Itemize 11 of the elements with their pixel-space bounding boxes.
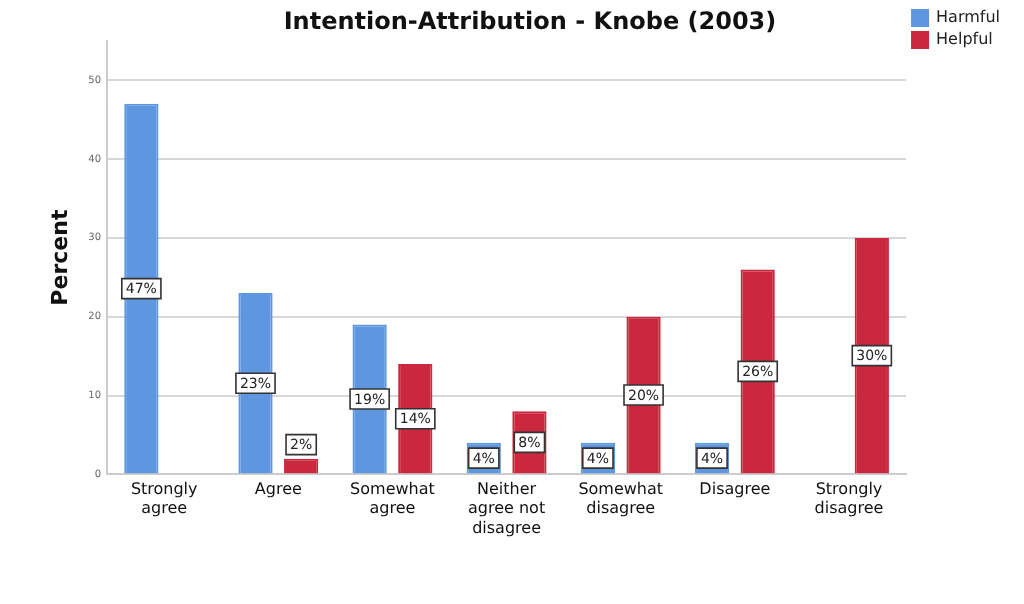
x-tick-label: Strongly agree [130, 480, 199, 518]
x-tick-label: Neither agree not disagree [468, 480, 546, 537]
legend-label: Harmful [936, 8, 1000, 27]
x-tick-label: Disagree [699, 480, 771, 499]
chart-title: Intention-Attribution - Knobe (2003) [283, 6, 777, 35]
x-tick-label: Somewhat disagree [578, 480, 664, 518]
legend-label: Helpful [936, 30, 993, 49]
y-axis-title: Percent [46, 209, 73, 306]
x-tick-label: Strongly disagree [814, 480, 884, 518]
x-tick-label: Somewhat agree [350, 480, 435, 518]
x-tick-label: Agree [254, 480, 302, 499]
